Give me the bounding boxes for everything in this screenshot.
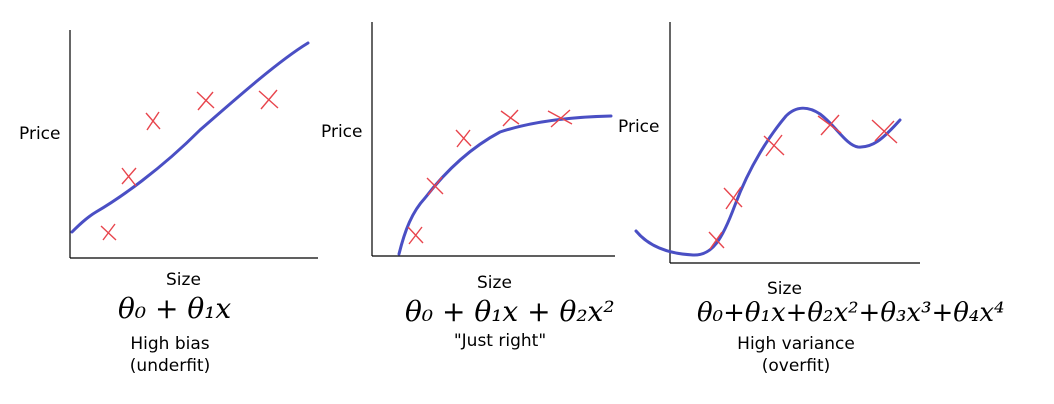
panel-2-fit-curve (397, 114, 613, 256)
panel-3-x-axis-label: Size (767, 279, 802, 299)
panel-1-axes (69, 30, 318, 259)
data-point-marker (871, 119, 898, 144)
panel-1-fit-line (70, 41, 310, 234)
panel-3-caption-line-2: (overfit) (761, 356, 831, 376)
panel-3-caption-line-1: High variance (737, 334, 855, 354)
data-point-marker (817, 114, 842, 136)
data-point-marker (196, 91, 215, 111)
panel-1-y-axis-label: Price (19, 124, 61, 144)
panel-1-formula: θ₀ + θ₁x (118, 292, 232, 325)
panel-3-fit-curve (634, 106, 902, 257)
data-point-marker (547, 109, 573, 128)
panel-2-axes (371, 22, 615, 257)
panel-3-caption: High variance (overfit) (730, 333, 862, 377)
data-point-marker (258, 89, 279, 110)
data-point-marker (763, 134, 785, 157)
panel-1-caption-line-2: (underfit) (129, 356, 211, 376)
panel-2-caption-line-1: "Just right" (453, 331, 547, 351)
panel-2-x-axis-label: Size (477, 273, 512, 293)
data-point-marker (145, 111, 161, 131)
data-point-marker (455, 129, 472, 148)
panel-3-y-axis-label: Price (618, 117, 660, 137)
panel-2-y-axis-label: Price (321, 122, 363, 142)
panel-2-formula: θ₀ + θ₁x + θ₂x² (405, 295, 615, 328)
data-point-marker (426, 176, 444, 196)
data-point-marker (100, 223, 117, 241)
panel-1-data-points (100, 89, 279, 241)
data-point-marker (500, 109, 520, 127)
data-point-marker (121, 167, 137, 187)
panel-3-axes (669, 22, 920, 264)
panel-1-caption-line-1: High bias (130, 334, 210, 354)
panel-2-data-points (407, 109, 573, 245)
panel-3-formula: θ₀+θ₁x+θ₂x²+θ₃x³+θ₄x⁴ (697, 298, 1005, 328)
data-point-marker (708, 231, 725, 250)
data-point-marker (407, 226, 424, 245)
panel-3-data-points (708, 114, 898, 250)
panel-1-x-axis-label: Size (166, 270, 201, 290)
panel-1-caption: High bias (underfit) (110, 333, 230, 377)
panel-2-caption: "Just right" (440, 330, 560, 352)
data-point-marker (723, 186, 743, 210)
